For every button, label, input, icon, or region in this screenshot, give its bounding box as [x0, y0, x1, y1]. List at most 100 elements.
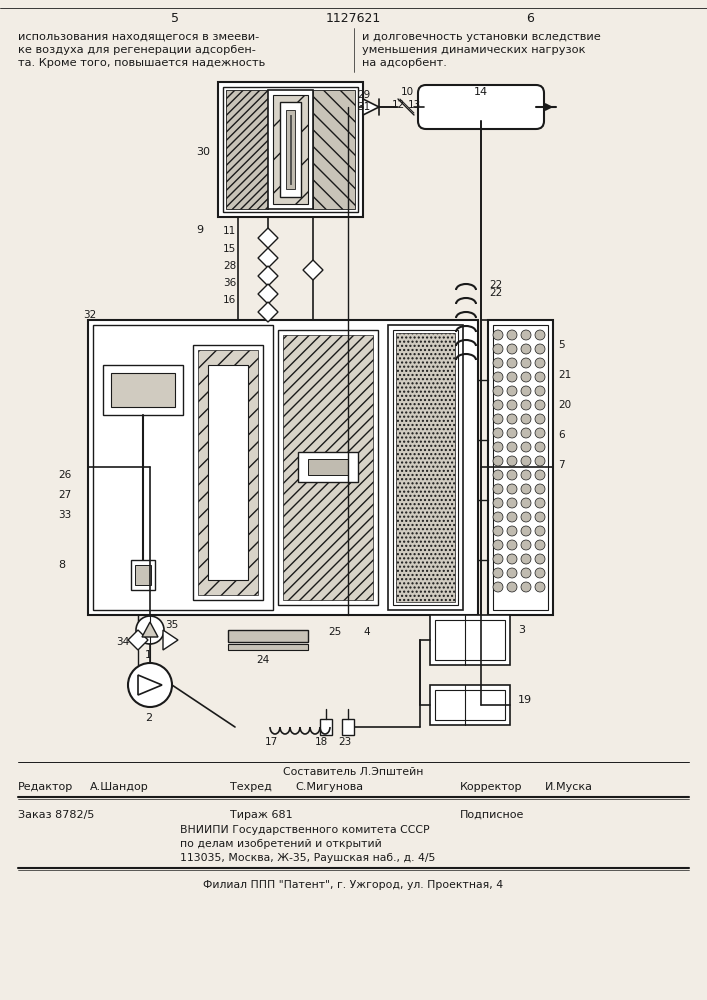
Polygon shape	[128, 630, 148, 650]
Polygon shape	[258, 284, 278, 304]
Text: 9: 9	[196, 225, 203, 235]
Bar	[286, 110, 295, 189]
Bar	[268, 90, 313, 209]
Circle shape	[535, 372, 545, 382]
Text: Редактор: Редактор	[18, 782, 74, 792]
Bar	[198, 350, 258, 595]
Circle shape	[507, 512, 517, 522]
Bar	[228, 644, 308, 650]
Bar	[298, 452, 358, 482]
Circle shape	[535, 344, 545, 354]
Text: 24: 24	[256, 655, 269, 665]
Circle shape	[535, 526, 545, 536]
Text: 32: 32	[83, 310, 96, 320]
Circle shape	[507, 414, 517, 424]
Bar	[111, 373, 175, 407]
Circle shape	[507, 554, 517, 564]
Text: 31: 31	[357, 102, 370, 112]
Circle shape	[521, 526, 531, 536]
Circle shape	[493, 372, 503, 382]
Circle shape	[493, 540, 503, 550]
Circle shape	[493, 554, 503, 564]
Bar	[278, 330, 378, 605]
Text: 1127621: 1127621	[325, 12, 380, 25]
Circle shape	[521, 498, 531, 508]
Bar	[308, 459, 348, 475]
Bar	[290, 115, 291, 184]
Text: 7: 7	[558, 460, 565, 470]
Bar	[388, 325, 463, 610]
Text: 5: 5	[171, 12, 179, 25]
Circle shape	[521, 470, 531, 480]
Circle shape	[507, 330, 517, 340]
Circle shape	[507, 344, 517, 354]
Circle shape	[493, 442, 503, 452]
Text: 22: 22	[489, 280, 502, 290]
Text: та. Кроме того, повышается надежность: та. Кроме того, повышается надежность	[18, 58, 265, 68]
Circle shape	[507, 582, 517, 592]
Bar	[93, 325, 273, 610]
Text: 8: 8	[58, 560, 65, 570]
Text: 18: 18	[315, 737, 328, 747]
Bar	[223, 87, 358, 212]
Text: 14: 14	[474, 87, 488, 97]
Polygon shape	[142, 622, 158, 637]
Text: 23: 23	[338, 737, 351, 747]
Circle shape	[521, 414, 531, 424]
Circle shape	[493, 344, 503, 354]
Circle shape	[493, 428, 503, 438]
Circle shape	[521, 554, 531, 564]
Circle shape	[521, 358, 531, 368]
Bar	[280, 102, 301, 197]
Bar	[88, 320, 478, 615]
Text: И.Муска: И.Муска	[545, 782, 593, 792]
Circle shape	[507, 442, 517, 452]
Text: 17: 17	[265, 737, 279, 747]
Bar	[283, 335, 373, 600]
Text: ке воздуха для регенерации адсорбен-: ке воздуха для регенерации адсорбен-	[18, 45, 256, 55]
Circle shape	[535, 568, 545, 578]
Text: 29: 29	[357, 90, 370, 100]
Text: по делам изобретений и открытий: по делам изобретений и открытий	[180, 839, 382, 849]
Text: 33: 33	[58, 510, 71, 520]
Text: 22: 22	[489, 288, 502, 298]
Circle shape	[507, 372, 517, 382]
Circle shape	[521, 400, 531, 410]
Circle shape	[493, 386, 503, 396]
Bar	[226, 90, 268, 209]
Circle shape	[507, 400, 517, 410]
Polygon shape	[258, 248, 278, 268]
Circle shape	[521, 372, 531, 382]
Text: 34: 34	[116, 637, 129, 647]
Text: 36: 36	[223, 278, 236, 288]
Circle shape	[535, 386, 545, 396]
Bar	[430, 615, 510, 665]
Circle shape	[521, 330, 531, 340]
Text: 25: 25	[328, 627, 341, 637]
Circle shape	[521, 512, 531, 522]
Text: ВНИИПИ Государственного комитета СССР: ВНИИПИ Государственного комитета СССР	[180, 825, 430, 835]
Text: Филиал ППП "Патент", г. Ужгород, ул. Проектная, 4: Филиал ППП "Патент", г. Ужгород, ул. Про…	[203, 880, 503, 890]
Bar	[228, 630, 308, 642]
Circle shape	[507, 540, 517, 550]
Text: использования находящегося в змееви-: использования находящегося в змееви-	[18, 32, 259, 42]
Text: С.Мигунова: С.Мигунова	[295, 782, 363, 792]
Text: на адсорбент.: на адсорбент.	[362, 58, 447, 68]
Text: 28: 28	[223, 261, 236, 271]
Circle shape	[535, 400, 545, 410]
Circle shape	[535, 540, 545, 550]
Polygon shape	[138, 675, 162, 695]
Polygon shape	[258, 228, 278, 248]
Text: Заказ 8782/5: Заказ 8782/5	[18, 810, 94, 820]
Text: 27: 27	[58, 490, 71, 500]
Text: уменьшения динамических нагрузок: уменьшения динамических нагрузок	[362, 45, 585, 55]
Text: 15: 15	[223, 244, 236, 254]
Circle shape	[535, 428, 545, 438]
Polygon shape	[258, 266, 278, 286]
Text: 3: 3	[518, 625, 525, 635]
Text: Составитель Л.Эпштейн: Составитель Л.Эпштейн	[283, 767, 423, 777]
Circle shape	[507, 568, 517, 578]
Bar	[218, 82, 363, 217]
Circle shape	[535, 358, 545, 368]
Circle shape	[535, 498, 545, 508]
